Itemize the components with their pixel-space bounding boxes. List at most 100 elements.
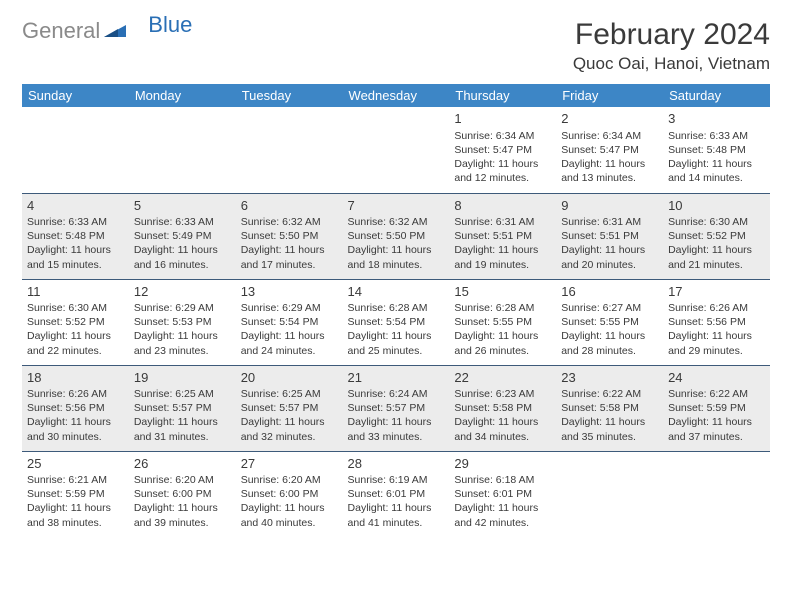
- calendar-week-row: 1Sunrise: 6:34 AMSunset: 5:47 PMDaylight…: [22, 107, 770, 193]
- sunrise-text: Sunrise: 6:20 AM: [241, 473, 338, 487]
- daylight-text: Daylight: 11 hours and 14 minutes.: [668, 157, 765, 185]
- daylight-text: Daylight: 11 hours and 32 minutes.: [241, 415, 338, 443]
- daylight-text: Daylight: 11 hours and 39 minutes.: [134, 501, 231, 529]
- daylight-text: Daylight: 11 hours and 12 minutes.: [454, 157, 551, 185]
- sunset-text: Sunset: 5:58 PM: [561, 401, 658, 415]
- location-text: Quoc Oai, Hanoi, Vietnam: [573, 54, 770, 74]
- sunrise-text: Sunrise: 6:26 AM: [668, 301, 765, 315]
- day-number: 24: [668, 369, 765, 387]
- calendar-day-cell: 7Sunrise: 6:32 AMSunset: 5:50 PMDaylight…: [343, 193, 450, 279]
- day-number: 9: [561, 197, 658, 215]
- day-number: 29: [454, 455, 551, 473]
- sunrise-text: Sunrise: 6:21 AM: [27, 473, 124, 487]
- sunset-text: Sunset: 5:49 PM: [134, 229, 231, 243]
- calendar-day-cell: [22, 107, 129, 193]
- sunset-text: Sunset: 5:59 PM: [27, 487, 124, 501]
- sunrise-text: Sunrise: 6:28 AM: [348, 301, 445, 315]
- day-number: 18: [27, 369, 124, 387]
- calendar-week-row: 4Sunrise: 6:33 AMSunset: 5:48 PMDaylight…: [22, 193, 770, 279]
- sunrise-text: Sunrise: 6:18 AM: [454, 473, 551, 487]
- weekday-header: Wednesday: [343, 84, 450, 107]
- calendar-day-cell: 29Sunrise: 6:18 AMSunset: 6:01 PMDayligh…: [449, 451, 556, 537]
- day-number: 3: [668, 110, 765, 128]
- calendar-day-cell: 26Sunrise: 6:20 AMSunset: 6:00 PMDayligh…: [129, 451, 236, 537]
- calendar-week-row: 25Sunrise: 6:21 AMSunset: 5:59 PMDayligh…: [22, 451, 770, 537]
- daylight-text: Daylight: 11 hours and 20 minutes.: [561, 243, 658, 271]
- daylight-text: Daylight: 11 hours and 33 minutes.: [348, 415, 445, 443]
- day-number: 26: [134, 455, 231, 473]
- calendar-day-cell: 13Sunrise: 6:29 AMSunset: 5:54 PMDayligh…: [236, 279, 343, 365]
- daylight-text: Daylight: 11 hours and 42 minutes.: [454, 501, 551, 529]
- calendar-week-row: 11Sunrise: 6:30 AMSunset: 5:52 PMDayligh…: [22, 279, 770, 365]
- sunrise-text: Sunrise: 6:24 AM: [348, 387, 445, 401]
- daylight-text: Daylight: 11 hours and 19 minutes.: [454, 243, 551, 271]
- daylight-text: Daylight: 11 hours and 16 minutes.: [134, 243, 231, 271]
- calendar-day-cell: 15Sunrise: 6:28 AMSunset: 5:55 PMDayligh…: [449, 279, 556, 365]
- weekday-header: Sunday: [22, 84, 129, 107]
- sunset-text: Sunset: 5:56 PM: [668, 315, 765, 329]
- sunset-text: Sunset: 5:59 PM: [668, 401, 765, 415]
- calendar-day-cell: 1Sunrise: 6:34 AMSunset: 5:47 PMDaylight…: [449, 107, 556, 193]
- day-number: 8: [454, 197, 551, 215]
- weekday-header: Friday: [556, 84, 663, 107]
- sunset-text: Sunset: 5:57 PM: [134, 401, 231, 415]
- calendar-day-cell: 22Sunrise: 6:23 AMSunset: 5:58 PMDayligh…: [449, 365, 556, 451]
- day-number: 4: [27, 197, 124, 215]
- sunrise-text: Sunrise: 6:33 AM: [134, 215, 231, 229]
- sunset-text: Sunset: 5:48 PM: [27, 229, 124, 243]
- daylight-text: Daylight: 11 hours and 25 minutes.: [348, 329, 445, 357]
- daylight-text: Daylight: 11 hours and 29 minutes.: [668, 329, 765, 357]
- day-number: 16: [561, 283, 658, 301]
- day-number: 14: [348, 283, 445, 301]
- daylight-text: Daylight: 11 hours and 24 minutes.: [241, 329, 338, 357]
- month-title: February 2024: [573, 18, 770, 52]
- sunrise-text: Sunrise: 6:29 AM: [241, 301, 338, 315]
- calendar-table: Sunday Monday Tuesday Wednesday Thursday…: [22, 84, 770, 537]
- brand-text-blue: Blue: [148, 12, 192, 38]
- daylight-text: Daylight: 11 hours and 37 minutes.: [668, 415, 765, 443]
- sunrise-text: Sunrise: 6:25 AM: [134, 387, 231, 401]
- calendar-day-cell: 3Sunrise: 6:33 AMSunset: 5:48 PMDaylight…: [663, 107, 770, 193]
- sunrise-text: Sunrise: 6:32 AM: [348, 215, 445, 229]
- calendar-day-cell: 10Sunrise: 6:30 AMSunset: 5:52 PMDayligh…: [663, 193, 770, 279]
- calendar-day-cell: 6Sunrise: 6:32 AMSunset: 5:50 PMDaylight…: [236, 193, 343, 279]
- sunset-text: Sunset: 5:48 PM: [668, 143, 765, 157]
- calendar-day-cell: 8Sunrise: 6:31 AMSunset: 5:51 PMDaylight…: [449, 193, 556, 279]
- daylight-text: Daylight: 11 hours and 31 minutes.: [134, 415, 231, 443]
- daylight-text: Daylight: 11 hours and 41 minutes.: [348, 501, 445, 529]
- sunset-text: Sunset: 5:54 PM: [241, 315, 338, 329]
- day-number: 21: [348, 369, 445, 387]
- calendar-day-cell: [663, 451, 770, 537]
- sunrise-text: Sunrise: 6:29 AM: [134, 301, 231, 315]
- daylight-text: Daylight: 11 hours and 21 minutes.: [668, 243, 765, 271]
- calendar-day-cell: 24Sunrise: 6:22 AMSunset: 5:59 PMDayligh…: [663, 365, 770, 451]
- calendar-day-cell: 20Sunrise: 6:25 AMSunset: 5:57 PMDayligh…: [236, 365, 343, 451]
- calendar-day-cell: 19Sunrise: 6:25 AMSunset: 5:57 PMDayligh…: [129, 365, 236, 451]
- calendar-day-cell: 2Sunrise: 6:34 AMSunset: 5:47 PMDaylight…: [556, 107, 663, 193]
- sunset-text: Sunset: 5:55 PM: [454, 315, 551, 329]
- weekday-header: Saturday: [663, 84, 770, 107]
- brand-logo: General Blue: [22, 18, 192, 44]
- brand-text-general: General: [22, 18, 100, 44]
- sunset-text: Sunset: 5:52 PM: [27, 315, 124, 329]
- daylight-text: Daylight: 11 hours and 22 minutes.: [27, 329, 124, 357]
- daylight-text: Daylight: 11 hours and 18 minutes.: [348, 243, 445, 271]
- day-number: 22: [454, 369, 551, 387]
- daylight-text: Daylight: 11 hours and 38 minutes.: [27, 501, 124, 529]
- day-number: 27: [241, 455, 338, 473]
- day-number: 12: [134, 283, 231, 301]
- calendar-day-cell: [129, 107, 236, 193]
- calendar-day-cell: 5Sunrise: 6:33 AMSunset: 5:49 PMDaylight…: [129, 193, 236, 279]
- day-number: 7: [348, 197, 445, 215]
- calendar-day-cell: 27Sunrise: 6:20 AMSunset: 6:00 PMDayligh…: [236, 451, 343, 537]
- daylight-text: Daylight: 11 hours and 17 minutes.: [241, 243, 338, 271]
- calendar-day-cell: [343, 107, 450, 193]
- sunrise-text: Sunrise: 6:27 AM: [561, 301, 658, 315]
- day-number: 1: [454, 110, 551, 128]
- day-number: 10: [668, 197, 765, 215]
- daylight-text: Daylight: 11 hours and 35 minutes.: [561, 415, 658, 443]
- weekday-header: Thursday: [449, 84, 556, 107]
- sunrise-text: Sunrise: 6:20 AM: [134, 473, 231, 487]
- day-number: 23: [561, 369, 658, 387]
- sunrise-text: Sunrise: 6:33 AM: [27, 215, 124, 229]
